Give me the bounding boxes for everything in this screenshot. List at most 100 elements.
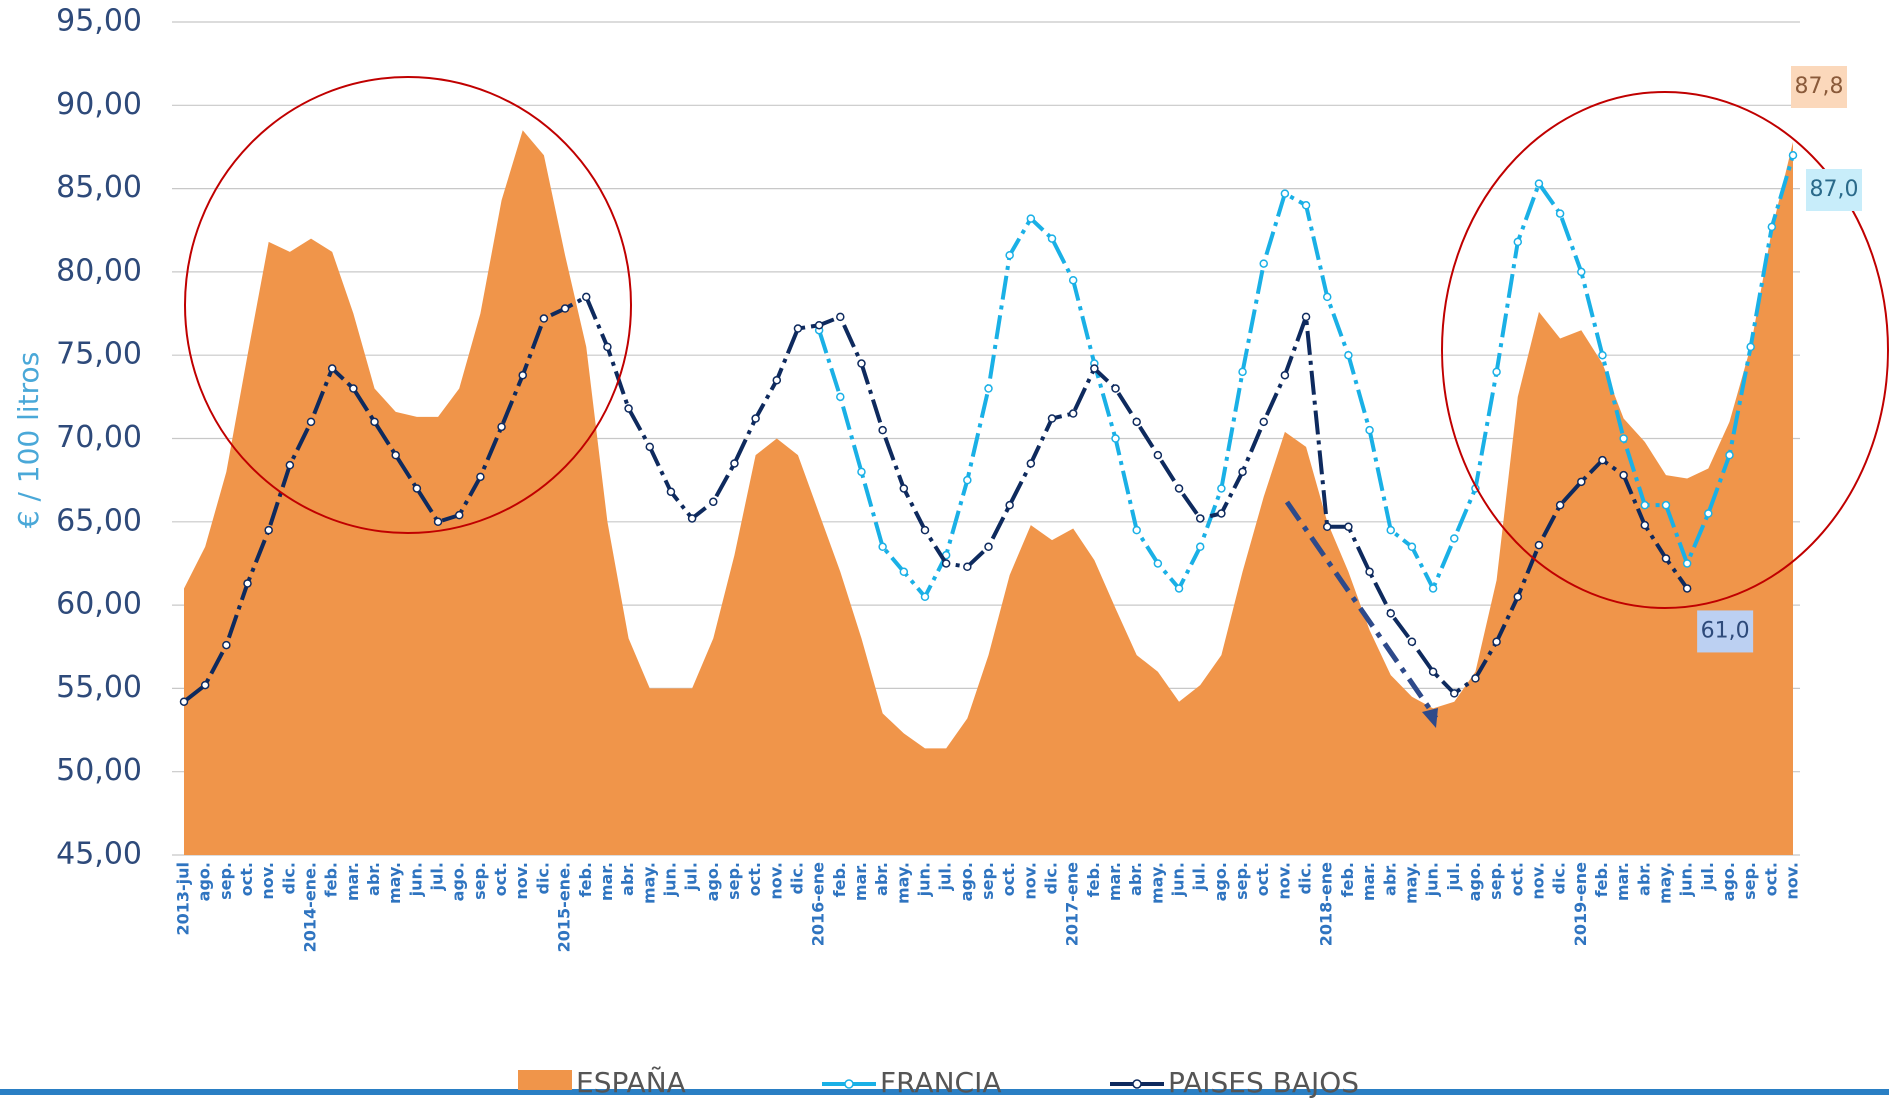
point <box>645 442 655 452</box>
x-tick-label: oct. <box>999 862 1018 896</box>
x-tick-label: may. <box>1147 862 1166 904</box>
point <box>1005 250 1014 260</box>
x-tick-label: jun. <box>1423 862 1442 897</box>
x-tick-label: nov. <box>1528 862 1547 900</box>
x-tick-label: oct. <box>745 862 764 896</box>
point <box>1068 275 1078 285</box>
x-tick-label: sep. <box>470 862 489 900</box>
point <box>179 697 189 706</box>
y-tick-label: 65,00 <box>56 503 142 538</box>
x-tick-label: nov. <box>258 862 277 900</box>
x-tick-label: mar. <box>1359 862 1378 901</box>
x-tick-label: feb. <box>1338 862 1357 897</box>
point <box>200 680 210 690</box>
point <box>1661 554 1671 563</box>
point <box>730 459 739 468</box>
point <box>941 559 951 568</box>
y-tick-label: 90,00 <box>56 87 142 122</box>
point <box>1450 534 1459 543</box>
x-tick-label: ago. <box>1211 862 1230 901</box>
point <box>1259 259 1268 268</box>
x-tick-label: ago. <box>195 862 214 901</box>
x-tick-label: jun. <box>406 862 425 897</box>
line <box>182 294 1689 704</box>
x-tick-label: abr. <box>1634 862 1653 896</box>
point <box>1090 364 1099 373</box>
x-tick-label: abr. <box>618 862 637 896</box>
point <box>1280 189 1290 198</box>
point <box>1322 292 1332 302</box>
legend-swatch-point <box>1132 1079 1142 1089</box>
point <box>836 312 845 322</box>
point <box>222 640 231 650</box>
point <box>1640 500 1650 510</box>
point <box>1386 609 1395 618</box>
point <box>306 417 316 427</box>
x-tick-label: sep. <box>1232 862 1251 900</box>
point <box>1238 367 1247 377</box>
point <box>1259 417 1268 427</box>
point <box>1132 525 1141 535</box>
x-tick-label: ago. <box>703 862 722 901</box>
x-tick-label: sep. <box>724 862 743 900</box>
x-tick-label: mar. <box>343 862 362 901</box>
point <box>1534 179 1544 188</box>
point <box>327 364 337 373</box>
y-axis-title: € / 100 litros <box>12 352 45 529</box>
point <box>624 404 633 413</box>
x-tick-label: sep. <box>216 862 235 900</box>
point <box>412 484 422 493</box>
point <box>666 487 676 497</box>
point <box>349 384 358 393</box>
x-tick-label: ago. <box>1719 862 1738 901</box>
point <box>878 542 887 552</box>
point <box>1598 350 1607 360</box>
point <box>1492 367 1501 377</box>
point <box>878 425 887 435</box>
point <box>1492 637 1501 647</box>
x-tick-label: nov. <box>1020 862 1039 900</box>
legend-swatch-point <box>844 1079 854 1089</box>
x-tick-label: may. <box>1655 862 1674 904</box>
point <box>751 414 760 423</box>
point <box>1682 584 1692 593</box>
highlight-circle <box>1441 91 1889 609</box>
x-tick-label: jul. <box>1444 862 1463 891</box>
point <box>1026 459 1036 468</box>
point <box>560 304 570 313</box>
arrow-head <box>1422 708 1438 728</box>
y-tick-label: 80,00 <box>56 253 142 288</box>
x-tick-label: mar. <box>851 862 870 901</box>
x-tick-label: 2017-ene <box>1063 862 1082 946</box>
x-tick-label: ago. <box>1465 862 1484 901</box>
point <box>1788 151 1798 160</box>
x-tick-label: abr. <box>872 862 891 896</box>
x-tick-label: sep. <box>1740 862 1759 900</box>
point <box>687 514 697 523</box>
point <box>1280 370 1290 380</box>
point <box>1217 484 1226 493</box>
x-tick-label: nov. <box>1783 862 1802 900</box>
x-tick-label: jun. <box>1677 862 1696 897</box>
point <box>1725 450 1734 460</box>
point <box>1682 559 1692 568</box>
x-tick-label: jul. <box>936 862 955 891</box>
point <box>582 292 591 302</box>
x-tick-label: jul. <box>682 862 701 891</box>
x-tick-label: feb. <box>322 862 341 897</box>
point <box>1174 484 1184 493</box>
value-label: 61,0 <box>1701 618 1750 643</box>
x-tick-label: ago. <box>957 862 976 901</box>
highlight-circle <box>184 76 632 534</box>
point <box>1513 592 1523 602</box>
point <box>1555 500 1565 510</box>
point <box>1153 559 1163 568</box>
x-tick-label: abr. <box>1380 862 1399 896</box>
point <box>1111 434 1120 443</box>
x-tick-label: nov. <box>1274 862 1293 900</box>
point <box>1301 201 1311 210</box>
x-tick-label: feb. <box>1592 862 1611 897</box>
point <box>1111 384 1120 393</box>
x-tick-label: 2016-ene <box>809 862 828 946</box>
